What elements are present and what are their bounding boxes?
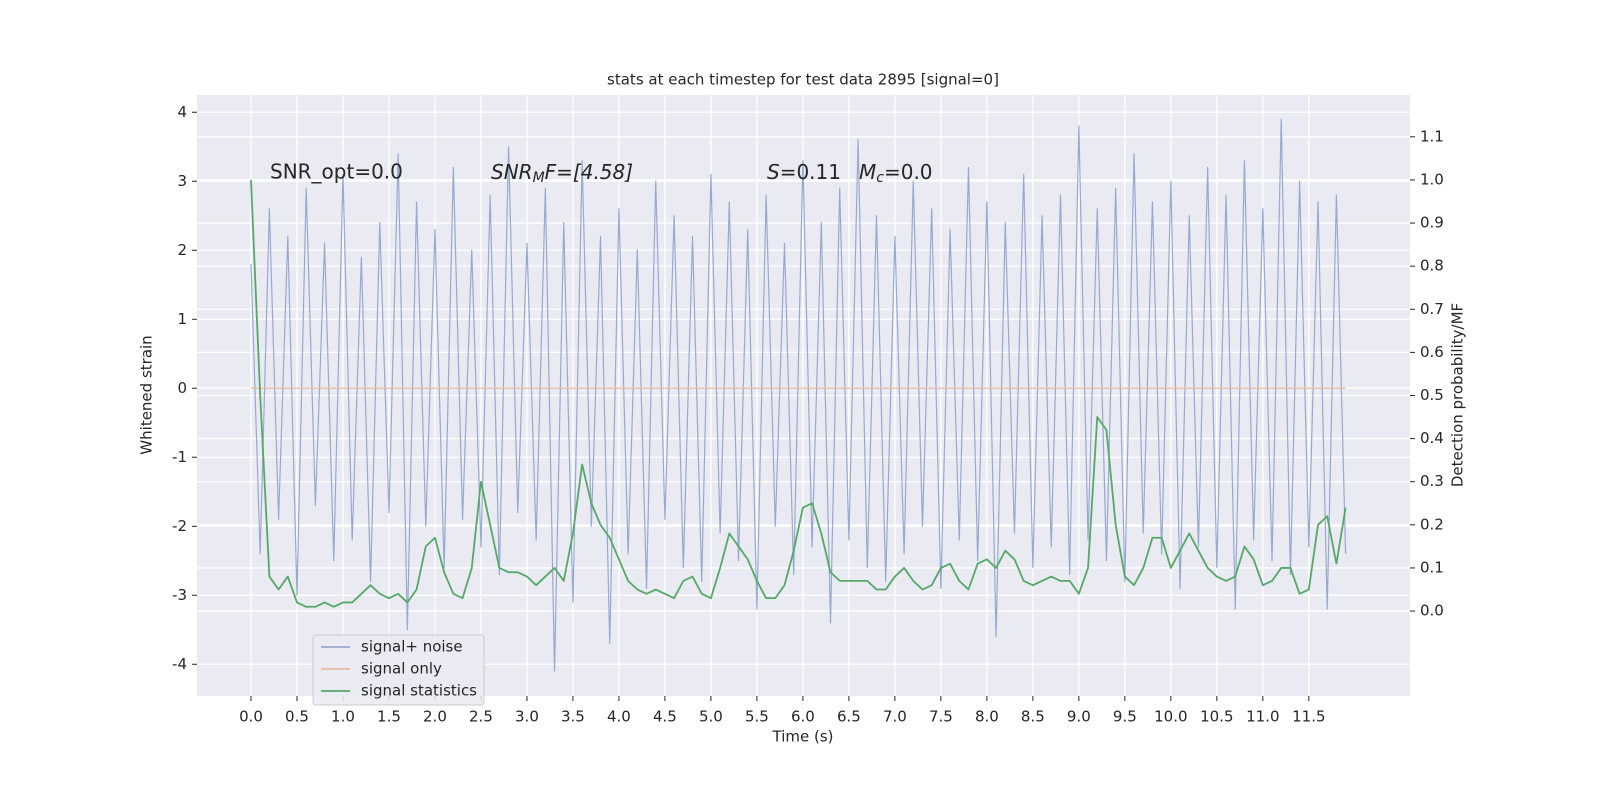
x-axis-label: Time (s) [772,728,834,746]
annotation-part: SNR [491,160,533,184]
y-axis-label: Whitened strain [138,335,156,454]
legend-label: signal statistics [361,682,477,700]
legend-box [312,634,485,706]
annotation-part: =0.0 [884,160,933,184]
annotation-part: =0.11 [780,160,841,184]
y-tick-label: 4 [177,103,187,121]
annotation-part: c [876,170,884,186]
y2-tick-label: 0.3 [1420,472,1444,490]
legend-label: signal only [361,660,442,678]
x-tick-label: 2.0 [423,708,447,726]
x-tick-label: 5.5 [745,708,769,726]
annotation: S=0.11 [767,160,841,184]
series-line [250,179,1347,608]
chart-title: stats at each timestep for test data 289… [607,71,999,89]
y2-tick-label: 0.9 [1420,214,1444,232]
x-tick-label: 6.5 [837,708,861,726]
y2-tick-label: 0.5 [1420,386,1444,404]
x-tick-label: 8.5 [1021,708,1045,726]
y2-tick-label: 0.2 [1420,515,1444,533]
annotation: Mc=0.0 [859,160,933,187]
y-tick-label: 2 [177,241,187,259]
y2-tick-label: 0.0 [1420,602,1444,620]
y2-tick-label: 0.8 [1420,257,1444,275]
x-tick-label: 7.5 [929,708,953,726]
x-tick-label: 1.5 [377,708,401,726]
legend-label: signal+ noise [361,638,463,656]
y2-tick-label: 0.7 [1420,300,1444,318]
y-tick-label: 1 [177,310,187,328]
annotation-part: F=[4.58] [545,160,633,184]
x-tick-label: 0.5 [285,708,309,726]
y-tick-label: 3 [177,172,187,190]
x-tick-label: 3.0 [515,708,539,726]
x-tick-label: 10.0 [1154,708,1187,726]
x-tick-label: 9.0 [1067,708,1091,726]
annotation: SNRMF=[4.58] [491,160,633,187]
annotation-part: M [859,160,876,184]
x-tick-label: 2.5 [469,708,493,726]
y2-tick-label: 1.0 [1420,170,1444,188]
x-tick-label: 4.0 [607,708,631,726]
x-tick-label: 1.0 [331,708,355,726]
x-tick-label: 10.5 [1200,708,1233,726]
x-tick-label: 4.5 [653,708,677,726]
y-tick-label: -4 [172,655,187,673]
annotation-part: S [767,160,780,184]
x-tick-label: 3.5 [561,708,585,726]
series-line [250,118,1347,672]
x-tick-label: 11.0 [1246,708,1279,726]
y-tick-label: -1 [172,448,187,466]
y-tick-label: -3 [172,586,187,604]
x-tick-label: 6.0 [791,708,815,726]
x-tick-label: 8.0 [975,708,999,726]
x-tick-label: 7.0 [883,708,907,726]
y2-tick-label: 0.6 [1420,343,1444,361]
x-tick-label: 5.0 [699,708,723,726]
annotation: SNR_opt=0.0 [270,160,403,184]
y2-axis-label: Detection probability/MF [1449,303,1467,487]
y-tick-label: -2 [172,517,187,535]
x-tick-label: 9.5 [1113,708,1137,726]
y2-tick-label: 0.1 [1420,558,1444,576]
y2-tick-label: 0.4 [1420,429,1444,447]
annotation-part: M [533,170,545,186]
y2-tick-label: 1.1 [1420,127,1444,145]
x-tick-label: 0.0 [239,708,263,726]
y-tick-label: 0 [177,379,187,397]
x-tick-label: 11.5 [1292,708,1325,726]
